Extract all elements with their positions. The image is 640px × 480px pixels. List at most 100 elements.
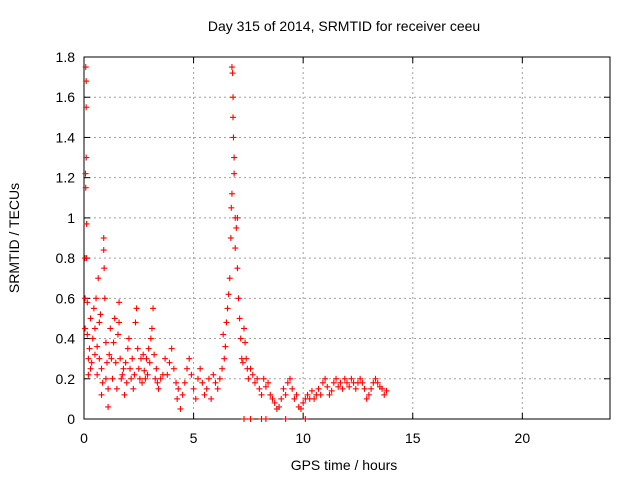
data-point xyxy=(142,375,149,382)
x-tick-label: 0 xyxy=(80,430,88,446)
data-point xyxy=(235,295,242,302)
data-point xyxy=(82,64,89,71)
data-point xyxy=(86,345,93,352)
data-point xyxy=(363,395,370,402)
data-point xyxy=(133,305,140,312)
data-point xyxy=(141,367,148,374)
data-point xyxy=(96,319,103,326)
data-point xyxy=(322,375,329,382)
data-point xyxy=(230,94,237,101)
data-point xyxy=(83,78,90,85)
data-point xyxy=(251,379,258,386)
data-point xyxy=(365,391,372,398)
data-point xyxy=(341,375,348,382)
data-point xyxy=(153,365,160,372)
data-point xyxy=(101,295,108,302)
data-point xyxy=(348,375,355,382)
data-point xyxy=(82,325,89,332)
data-point xyxy=(98,365,105,372)
data-point xyxy=(269,395,276,402)
data-point xyxy=(243,355,250,362)
data-point xyxy=(210,371,217,378)
data-point xyxy=(374,379,381,386)
data-point xyxy=(108,355,115,362)
data-points xyxy=(82,64,390,422)
data-point xyxy=(225,291,232,298)
data-point xyxy=(139,379,146,386)
data-point xyxy=(234,214,241,221)
data-point xyxy=(346,383,353,390)
data-point xyxy=(361,385,368,392)
data-point xyxy=(122,359,129,366)
data-point xyxy=(128,375,135,382)
data-point xyxy=(233,224,240,231)
data-point xyxy=(258,391,265,398)
data-point xyxy=(212,379,219,386)
data-point xyxy=(113,385,120,392)
data-point xyxy=(112,359,119,366)
data-point xyxy=(85,355,92,362)
data-point xyxy=(226,275,233,282)
data-point xyxy=(107,325,114,332)
data-point xyxy=(335,383,342,390)
data-point xyxy=(256,385,263,392)
data-point xyxy=(304,391,311,398)
data-point xyxy=(104,359,111,366)
y-tick-label: 1.2 xyxy=(56,170,76,186)
data-point xyxy=(105,403,112,410)
y-tick-label: 1.6 xyxy=(56,89,76,105)
data-point xyxy=(247,416,254,422)
data-point xyxy=(100,235,107,241)
data-point xyxy=(136,375,143,382)
data-point xyxy=(293,391,300,398)
data-point xyxy=(124,345,131,352)
data-point xyxy=(271,399,278,406)
data-point xyxy=(205,375,212,382)
data-point xyxy=(262,383,269,390)
data-point xyxy=(82,295,89,302)
data-point xyxy=(130,385,137,392)
data-point xyxy=(168,345,175,352)
data-point xyxy=(84,331,91,338)
data-point xyxy=(83,255,90,262)
data-point xyxy=(155,385,162,392)
data-point xyxy=(96,355,103,362)
data-point xyxy=(98,391,105,398)
data-point xyxy=(228,64,235,71)
data-point xyxy=(109,375,116,382)
data-point xyxy=(135,365,142,372)
data-point xyxy=(227,235,234,241)
y-tick-label: 0.6 xyxy=(56,290,76,306)
data-point xyxy=(228,190,235,197)
data-point xyxy=(162,355,169,362)
data-point xyxy=(134,345,141,352)
data-point xyxy=(297,405,304,412)
data-point xyxy=(83,104,90,111)
data-point xyxy=(315,385,322,392)
y-tick-label: 0 xyxy=(67,411,75,427)
data-point xyxy=(324,383,331,390)
x-tick-label: 5 xyxy=(190,430,198,446)
data-point xyxy=(144,371,151,378)
data-point xyxy=(170,365,177,372)
data-point xyxy=(236,315,243,322)
data-point xyxy=(119,371,126,378)
data-point xyxy=(240,325,247,332)
data-point xyxy=(317,391,324,398)
data-point xyxy=(245,375,252,382)
data-point xyxy=(280,385,287,392)
data-point xyxy=(99,379,106,386)
data-point xyxy=(106,351,113,358)
data-point xyxy=(282,416,289,422)
data-point xyxy=(230,114,237,121)
data-point xyxy=(237,335,244,342)
data-point xyxy=(114,331,121,338)
data-point xyxy=(267,391,274,398)
data-point xyxy=(87,365,94,372)
data-point xyxy=(88,359,95,366)
data-point xyxy=(129,355,136,362)
data-point xyxy=(89,335,96,342)
data-point xyxy=(140,351,147,358)
data-point xyxy=(152,375,159,382)
data-point xyxy=(278,395,285,402)
